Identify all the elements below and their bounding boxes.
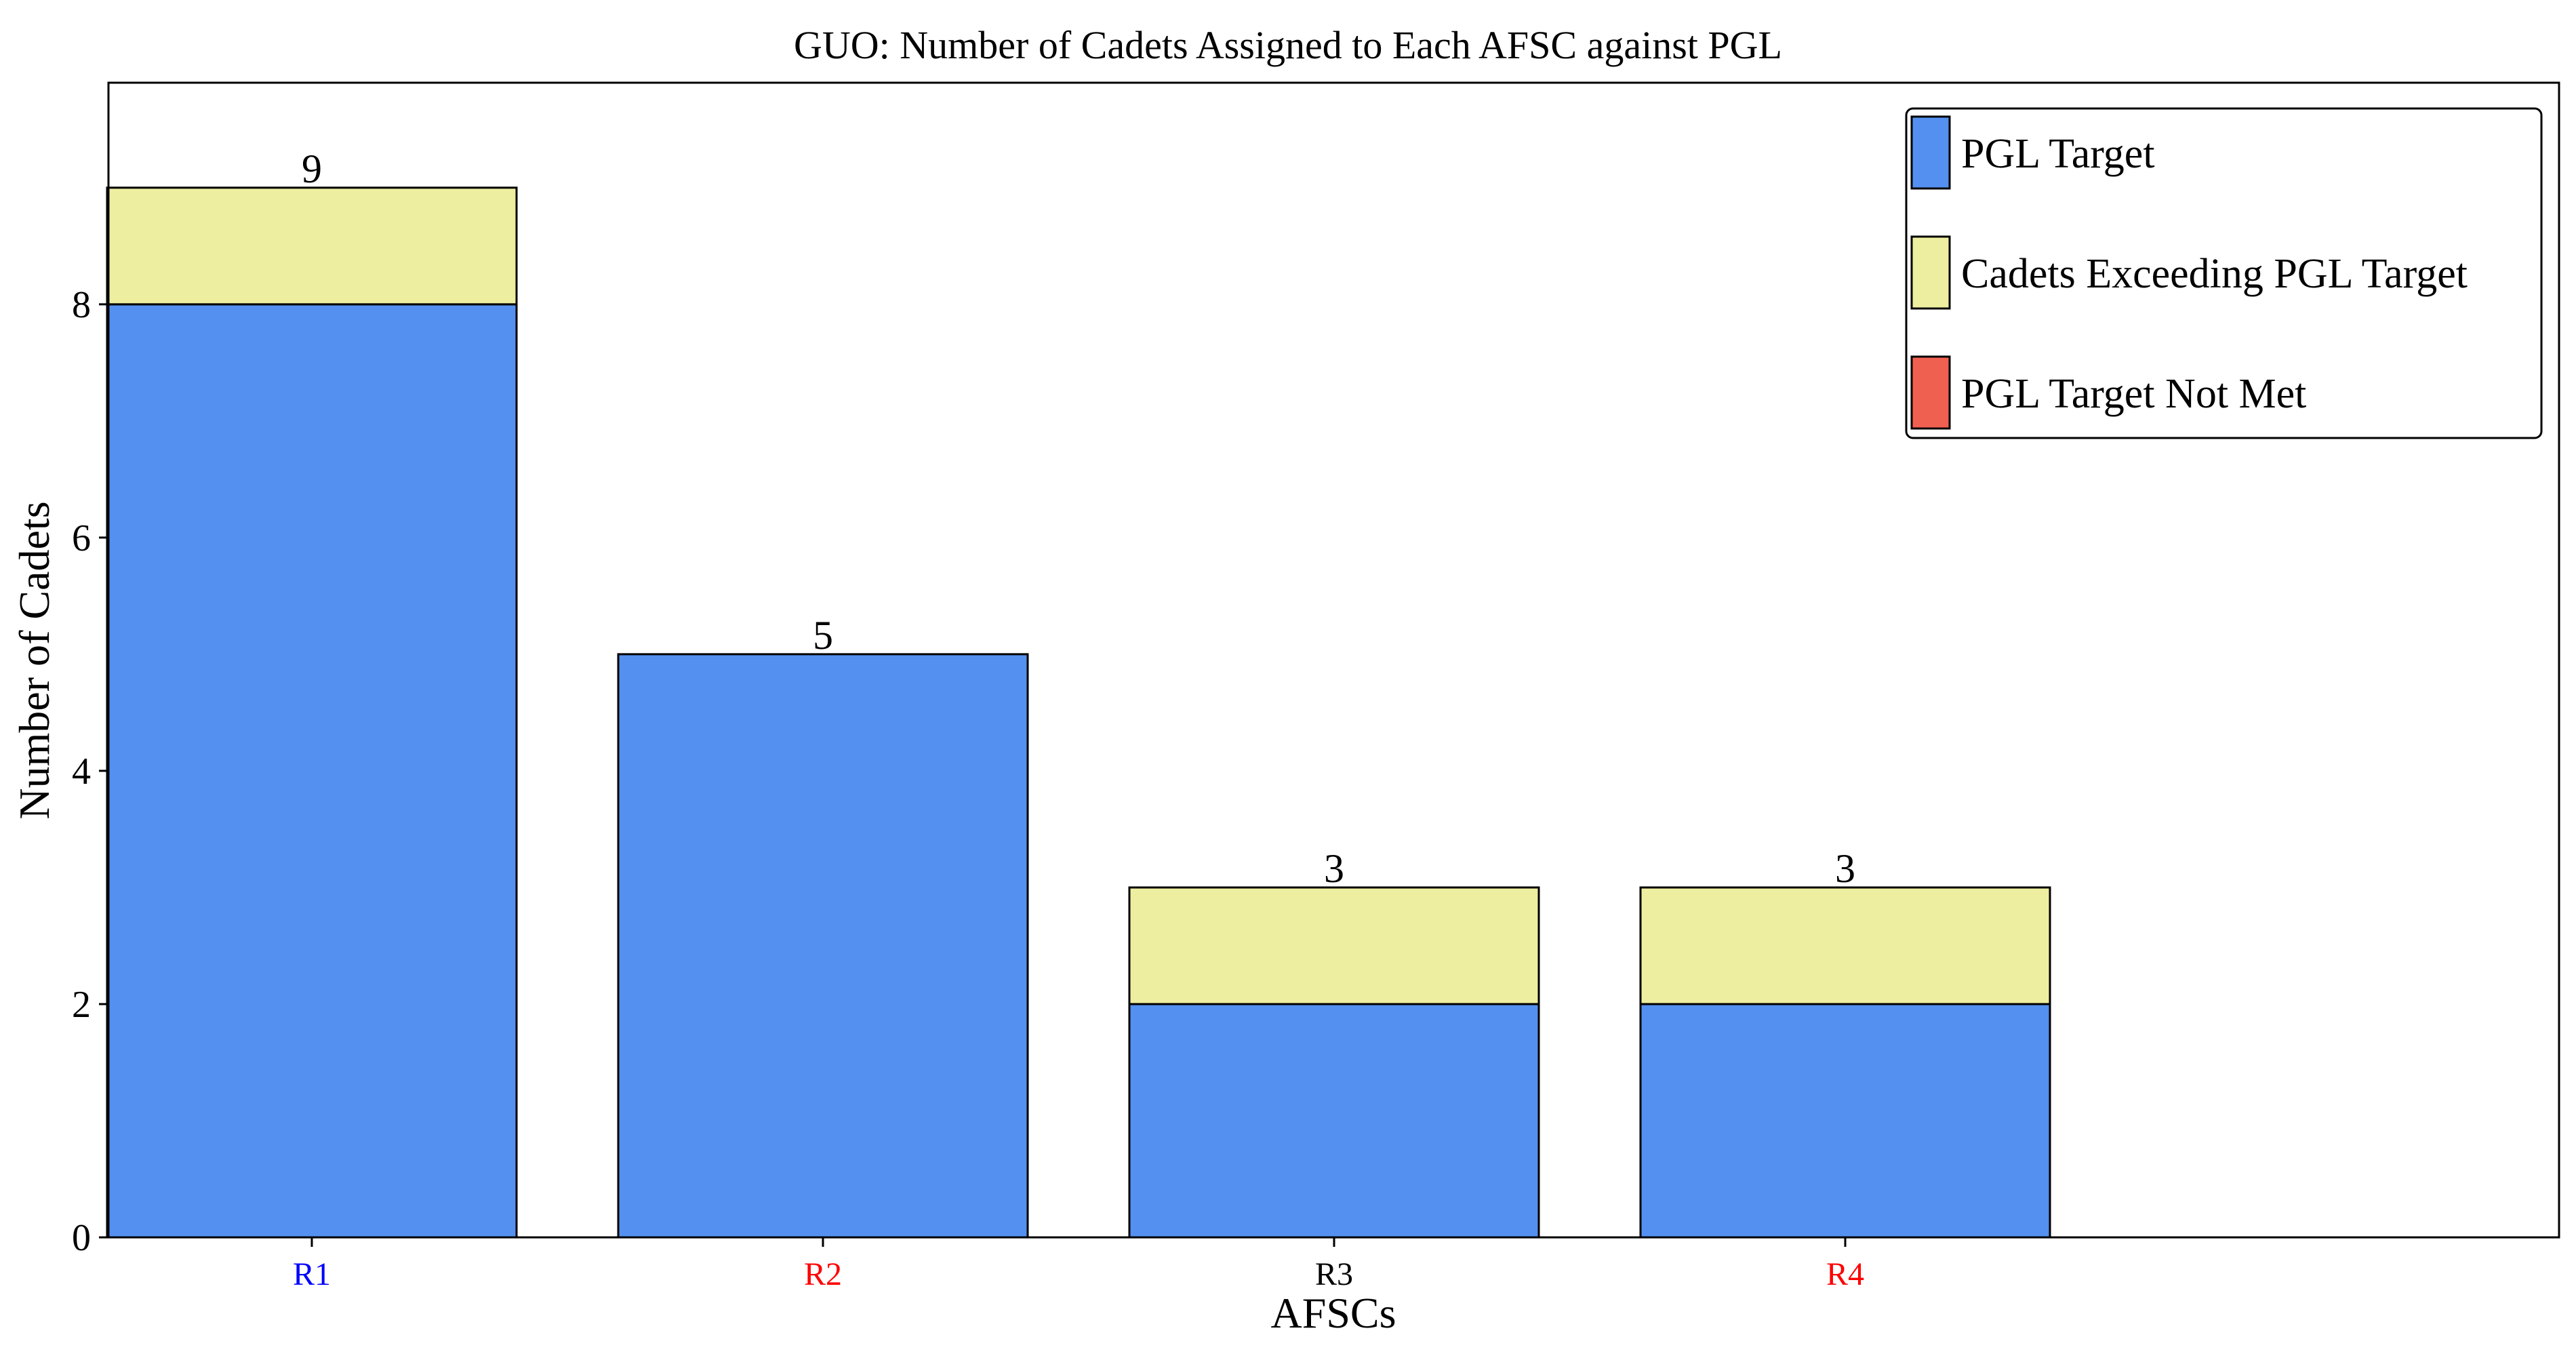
bar-r3-series-0 [1128,1003,1540,1239]
y-axis-label: Number of Cadets [10,501,58,819]
y-tick-label: 2 [72,984,91,1026]
chart-title: GUO: Number of Cadets Assigned to Each A… [794,23,1782,67]
legend: PGL Target Cadets Exceeding PGL Target PGL… [1905,107,2543,439]
legend-swatch [1910,235,1951,310]
legend-swatch [1910,355,1951,430]
x-tick-label-r1: R1 [293,1256,331,1292]
bars-layer [106,186,2051,1239]
legend-label: PGL Target [1961,131,2155,177]
bar-total-label: 5 [813,613,833,658]
bar-r3-series-1 [1128,886,1540,1005]
bar-total-label: 3 [1324,846,1344,891]
bar-r4-series-0 [1639,1003,2051,1239]
y-tick-label: 0 [72,1217,91,1259]
legend-label: Cadets Exceeding PGL Target [1961,251,2468,297]
legend-swatch [1910,115,1951,190]
bar-total-label: 3 [1835,846,1855,891]
bar-r4-series-1 [1639,886,2051,1005]
y-axis: 0 2 4 6 8 [72,284,108,1259]
y-tick-label: 6 [72,517,91,559]
bar-r2-series-0 [617,653,1029,1239]
bar-total-label: 9 [302,146,322,191]
x-tick-label-r4: R4 [1826,1256,1864,1292]
x-tick-label-r3: R3 [1315,1256,1353,1292]
y-tick-label: 4 [72,751,91,793]
bar-totals-layer: 9 5 3 3 [302,146,1855,891]
x-axis: R1 R2 R3 R4 [293,1237,1864,1292]
y-tick-label: 8 [72,284,91,326]
legend-label: PGL Target Not Met [1961,371,2306,417]
x-tick-label-r2: R2 [804,1256,842,1292]
bar-r1-series-1 [106,186,518,306]
bar-r1-series-0 [106,303,518,1239]
x-axis-label: AFSCs [1271,1289,1396,1337]
legend-frame [1905,107,2543,439]
